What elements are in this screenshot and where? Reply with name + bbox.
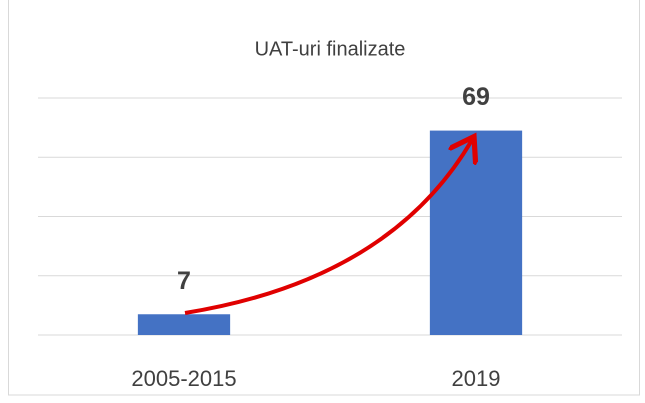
plot: 2005-2015 7 2019 69	[38, 83, 622, 391]
bar	[137, 314, 231, 335]
data-label: 7	[177, 267, 191, 295]
bar	[429, 130, 523, 335]
chart-frame	[8, 0, 640, 396]
data-label: 69	[462, 83, 490, 111]
trend-arrow	[184, 140, 472, 315]
x-tick-label: 2019	[452, 366, 501, 391]
x-tick-label: 2005-2015	[131, 366, 236, 391]
chart-title: UAT-uri finalizate	[255, 38, 406, 60]
